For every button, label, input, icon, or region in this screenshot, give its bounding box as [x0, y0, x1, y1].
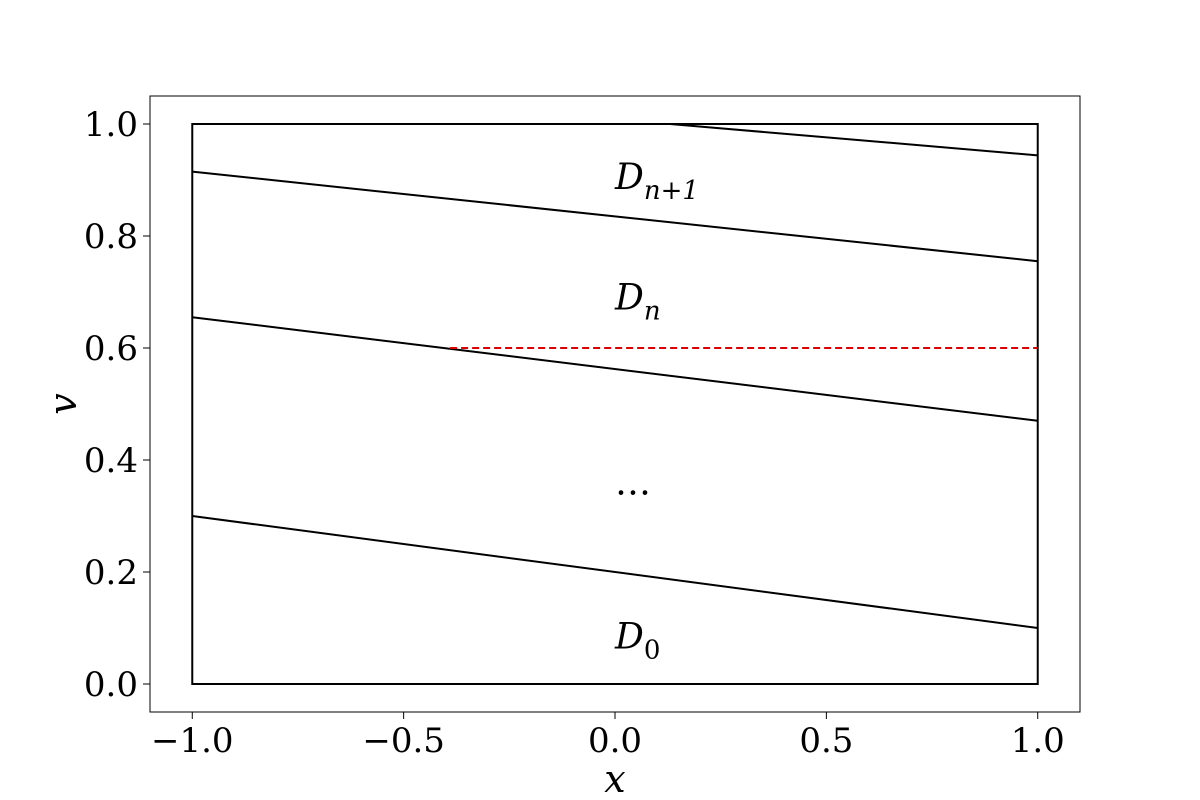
y-tick-label: 0.2: [84, 553, 138, 593]
x-tick-label: 0.0: [588, 721, 642, 761]
x-tick-label: −1.0: [151, 721, 234, 761]
region-label-1: …: [615, 462, 651, 503]
region-label-3: Dn+1: [614, 157, 699, 206]
boundary-line-3: [669, 123, 1038, 157]
x-axis-label: x: [604, 757, 625, 800]
domain-box: [191, 123, 1039, 685]
y-tick-label: 0.8: [84, 217, 138, 257]
region-box-group: [191, 123, 1039, 685]
y-tick-label: 0.6: [84, 329, 138, 369]
annotations-group: D0 … Dn Dn+1: [614, 157, 699, 665]
y-tick-label: 1.0: [84, 105, 138, 145]
y-tick-label: 0.0: [84, 665, 138, 705]
y-tick-label: 0.4: [84, 441, 138, 481]
boundary-line-0: [192, 515, 1038, 629]
x-tick-label: 0.5: [799, 721, 853, 761]
boundary-line-1: [192, 316, 1038, 422]
boundary-line-2: [192, 170, 1038, 263]
x-tick-label: −0.5: [362, 721, 445, 761]
boundary-lines-group: [192, 123, 1038, 629]
y-axis-label: v: [41, 393, 85, 415]
x-tick-label: 1.0: [1011, 721, 1065, 761]
region-label-0: D0: [614, 616, 660, 665]
ticks-group: −1.0 −0.5 0.0 0.5 1.0 0.0 0.2 0.4 0.6 0.8 1.0: [84, 105, 1065, 761]
region-label-2: Dn: [614, 278, 661, 327]
